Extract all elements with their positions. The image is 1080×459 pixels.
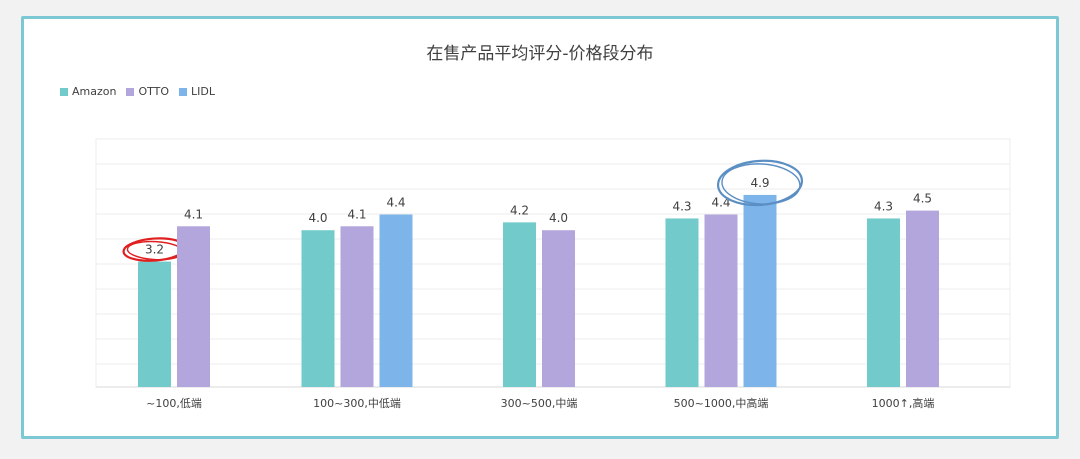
data-label-otto-3: 4.4 <box>711 196 730 210</box>
legend-label-otto: OTTO <box>138 85 170 98</box>
x-tick-label-3: 500~1000,中高端 <box>674 396 769 410</box>
x-tick-label-1: 100~300,中低端 <box>313 397 401 410</box>
data-label-otto-0: 4.1 <box>184 207 203 221</box>
bar-amazon-1 <box>301 230 335 387</box>
legend-label-lidl: LIDL <box>191 85 216 98</box>
chart-legend: Amazon OTTO LIDL <box>60 85 215 98</box>
bar-amazon-2 <box>503 222 536 387</box>
chart-plot: 3.2 4.1 ~100,低端 4.0 4.1 4.4 100~300,中低端 4.2 4.0 3… <box>95 138 1011 410</box>
x-tick-label-4: 1000↑,高端 <box>872 396 935 410</box>
highlight-circle-lidl-3 <box>716 159 804 207</box>
bar-amazon-4 <box>867 218 900 387</box>
data-label-lidl-3: 4.9 <box>750 176 769 190</box>
highlight-circle-inner-lidl-3 <box>721 163 801 205</box>
bar-otto-3 <box>704 214 738 387</box>
legend-item-amazon: Amazon <box>60 85 116 98</box>
data-label-amazon-2: 4.2 <box>510 203 529 217</box>
legend-label-amazon: Amazon <box>72 85 117 98</box>
bar-amazon-3 <box>665 218 699 387</box>
bar-amazon-0 <box>138 261 171 387</box>
legend-item-lidl: LIDL <box>179 85 215 98</box>
bar-lidl-1 <box>379 214 413 387</box>
bar-lidl-3 <box>743 194 777 387</box>
data-label-otto-1: 4.1 <box>347 207 366 221</box>
legend-swatch-amazon <box>60 87 68 96</box>
data-label-otto-2: 4.0 <box>549 211 568 225</box>
legend-swatch-lidl <box>179 87 188 96</box>
bar-otto-2 <box>542 230 575 387</box>
x-tick-label-0: ~100,低端 <box>146 397 202 410</box>
data-label-amazon-3: 4.3 <box>672 199 691 213</box>
bar-otto-4 <box>906 210 939 387</box>
x-tick-label-2: 300~500,中端 <box>501 397 578 410</box>
data-label-amazon-0: 3.2 <box>145 243 164 257</box>
chart-title: 在售产品平均评分-价格段分布 <box>426 44 654 64</box>
legend-item-otto: OTTO <box>126 85 169 98</box>
data-label-amazon-4: 4.3 <box>874 199 893 213</box>
bar-otto-1 <box>340 226 374 387</box>
bar-otto-0 <box>177 226 210 387</box>
legend-swatch-otto <box>126 87 135 96</box>
data-label-otto-4: 4.5 <box>913 192 932 206</box>
data-label-amazon-1: 4.0 <box>308 211 327 225</box>
chart-frame: 在售产品平均评分-价格段分布 Amazon OTTO LIDL 3.2 4.1 ~1… <box>21 16 1059 439</box>
data-label-lidl-1: 4.4 <box>386 196 405 210</box>
